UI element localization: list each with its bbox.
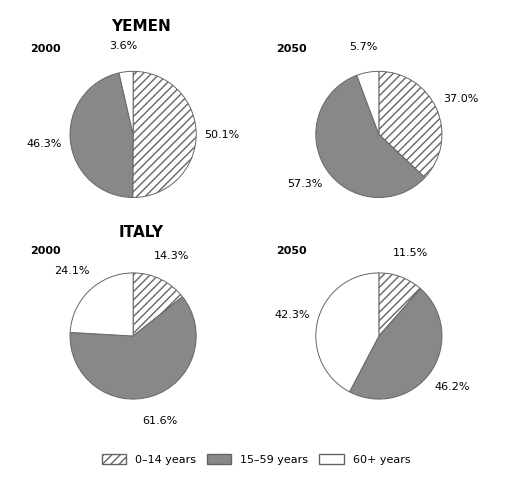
Text: 61.6%: 61.6% [142,416,178,426]
Text: YEMEN: YEMEN [111,19,170,34]
Wedge shape [379,273,420,336]
Text: 42.3%: 42.3% [274,310,310,320]
Legend: 0–14 years, 15–59 years, 60+ years: 0–14 years, 15–59 years, 60+ years [97,450,415,469]
Wedge shape [70,73,133,197]
Text: 46.2%: 46.2% [435,382,470,392]
Text: ITALY: ITALY [118,225,163,240]
Wedge shape [133,273,182,336]
Text: 57.3%: 57.3% [287,179,323,189]
Text: 2050: 2050 [276,246,306,256]
Wedge shape [357,72,379,134]
Wedge shape [350,288,442,399]
Text: 2000: 2000 [30,44,60,54]
Text: 3.6%: 3.6% [109,41,137,51]
Text: 37.0%: 37.0% [443,94,478,104]
Text: 11.5%: 11.5% [393,248,428,258]
Wedge shape [379,72,442,178]
Text: 14.3%: 14.3% [154,251,189,261]
Wedge shape [119,72,133,134]
Text: 50.1%: 50.1% [205,130,240,140]
Text: 2000: 2000 [30,246,60,256]
Text: 2050: 2050 [276,44,306,54]
Text: 46.3%: 46.3% [27,139,62,149]
Text: 24.1%: 24.1% [54,266,90,276]
Wedge shape [133,72,196,197]
Wedge shape [70,297,196,399]
Text: 5.7%: 5.7% [349,42,377,52]
Wedge shape [316,273,379,392]
Wedge shape [316,75,425,197]
Wedge shape [70,273,133,336]
